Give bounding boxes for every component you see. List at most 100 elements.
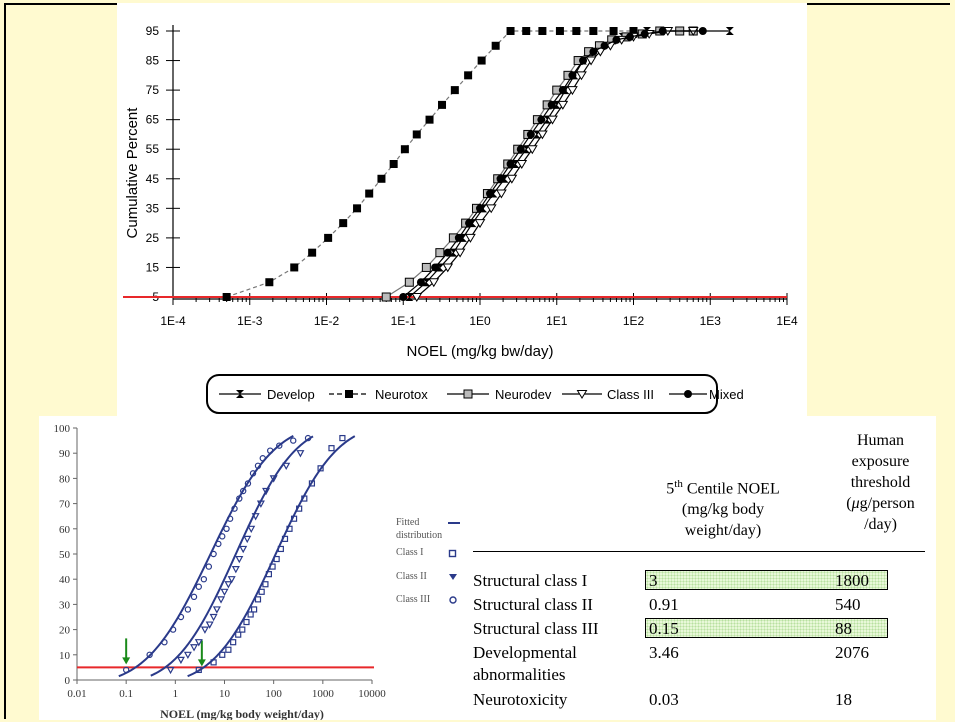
top-point-neurotox — [477, 56, 486, 65]
top-y-axis-label: Cumulative Percent — [124, 107, 141, 239]
bot-point-class-iii — [223, 525, 230, 533]
bot-point-class-iii — [177, 613, 185, 621]
legend-class-ii-marker — [449, 574, 457, 580]
top-point-class-iii — [428, 278, 440, 288]
top-point-mixed — [547, 100, 556, 109]
header-noel: 5th Centile NOEL (mg/kg body weight/day) — [643, 474, 803, 541]
bot-series-class-i — [195, 434, 346, 674]
bot-point-class-i — [254, 596, 262, 603]
top-legend-item-class-iii: Class III — [562, 387, 654, 402]
top-point-mixed — [600, 41, 609, 50]
top-y-tick-label: 85 — [146, 54, 160, 68]
bot-x-tick-label: 100 — [265, 688, 282, 700]
row-label-developmental: Developmental — [473, 643, 577, 662]
top-point-neurodev — [435, 248, 445, 258]
bottom-chart-axes: 0 10 20 30 40 50 60 70 80 90 100 0.01 0.1 1 10 100 1000 1… — [54, 423, 387, 700]
bot-y-tick-label: 0 — [65, 675, 71, 687]
top-point-neurotox — [365, 189, 374, 198]
bot-point-class-i — [286, 525, 293, 532]
top-y-tick-label: 55 — [146, 142, 160, 156]
top-point-develop — [405, 293, 414, 301]
top-point-neurotox — [538, 27, 547, 35]
top-point-class-iii — [537, 130, 548, 140]
bot-point-class-i — [239, 626, 246, 633]
header-noel-sup: th — [674, 478, 683, 490]
bot-point-class-iii — [266, 447, 274, 454]
top-legend-label: Neurotox — [375, 387, 428, 402]
header-noel-rest: Centile NOEL — [682, 480, 780, 498]
bot-point-class-iii — [226, 515, 234, 522]
bot-point-class-i — [273, 555, 280, 563]
top-legend-item-develop: Develop — [219, 387, 315, 402]
top-series-class-iii — [411, 27, 699, 302]
top-point-class-iii — [454, 248, 466, 258]
top-point-neurotox — [491, 41, 500, 50]
top-line-mixed — [402, 30, 703, 298]
top-x-tick-label: 1E4 — [776, 314, 798, 328]
bot-point-class-i — [195, 666, 202, 674]
legend-fitted-line — [448, 522, 460, 524]
bot-point-class-iii — [146, 651, 153, 658]
row-threshold-class-ii: 540 — [835, 595, 861, 614]
top-point-mixed — [431, 263, 440, 272]
top-point-mixed — [568, 71, 577, 80]
header-threshold-paren: ( — [846, 495, 852, 512]
bot-point-class-ii — [205, 621, 214, 629]
bot-x-tick-label: 1 — [173, 688, 179, 700]
bot-point-class-ii — [227, 576, 236, 584]
top-x-axis-label: NOEL (mg/kg bw/day) — [407, 343, 554, 360]
bot-x-tick-label: 0.01 — [67, 688, 86, 700]
bot-point-class-i — [328, 445, 335, 452]
bot-point-class-ii — [209, 613, 218, 622]
top-point-neurotox — [339, 219, 348, 228]
top-point-mixed — [496, 174, 505, 183]
top-legend-item-neurotox: Neurotox — [329, 387, 428, 402]
bot-point-class-iii — [254, 462, 262, 470]
bottom-chart: 0 10 20 30 40 50 60 70 80 90 100 0.01 0.1 1 10 100 1000 1… — [54, 423, 387, 720]
top-series-mixed — [399, 27, 707, 301]
bot-point-class-ii — [269, 475, 278, 483]
bottom-x-axis-label: NOEL (mg/kg body weight/day) — [160, 707, 324, 720]
row-label-neurotoxicity: Neurotoxicity — [473, 690, 568, 709]
top-point-neurotox — [308, 248, 317, 257]
top-x-tick-label: 1E3 — [700, 314, 722, 328]
bot-point-class-i — [281, 535, 289, 542]
bot-point-class-i — [210, 659, 217, 666]
top-point-mixed — [506, 160, 515, 168]
legend-title: Fitted distribution — [396, 517, 443, 541]
bot-point-class-ii — [217, 596, 226, 604]
bot-point-class-iii — [304, 434, 312, 442]
bot-point-class-ii — [231, 566, 240, 574]
top-point-develop — [725, 27, 734, 35]
bot-point-class-iii — [210, 550, 217, 558]
top-y-tick-label: 65 — [146, 113, 160, 127]
top-y-tick-label: 45 — [146, 172, 160, 186]
bot-point-class-iii — [259, 455, 266, 462]
highlight-class-iii — [645, 618, 888, 638]
legend-class-i-label: Class I — [396, 547, 424, 558]
top-point-neurotox — [572, 27, 581, 35]
top-point-class-iii — [485, 204, 497, 214]
bot-point-class-i — [301, 495, 308, 502]
bot-point-class-i — [225, 646, 232, 653]
bot-point-class-iii — [184, 606, 192, 613]
top-point-mixed — [579, 56, 588, 65]
bot-point-class-i — [219, 651, 226, 658]
bot-point-class-ii — [282, 462, 291, 471]
top-point-mixed — [476, 204, 484, 213]
top-point-neurotox — [464, 71, 473, 80]
bot-point-class-i — [258, 588, 265, 595]
top-point-class-iii — [547, 115, 558, 125]
row-threshold-neurotoxicity: 18 — [835, 690, 852, 709]
bottom-chart-legend: Fitted distribution Class I Class II Cla… — [396, 516, 476, 636]
top-point-mixed — [526, 130, 535, 139]
top-point-class-iii — [506, 174, 518, 184]
bot-point-class-iii — [161, 638, 168, 646]
top-point-develop — [561, 86, 570, 95]
bot-point-class-ii — [262, 487, 271, 496]
top-legend-marker — [576, 390, 588, 399]
top-point-mixed — [698, 27, 707, 35]
threshold-table: 5th Centile NOEL (mg/kg body weight/day)… — [473, 416, 936, 720]
bot-point-class-iii — [244, 480, 252, 487]
bot-y-tick-label: 20 — [59, 625, 71, 637]
